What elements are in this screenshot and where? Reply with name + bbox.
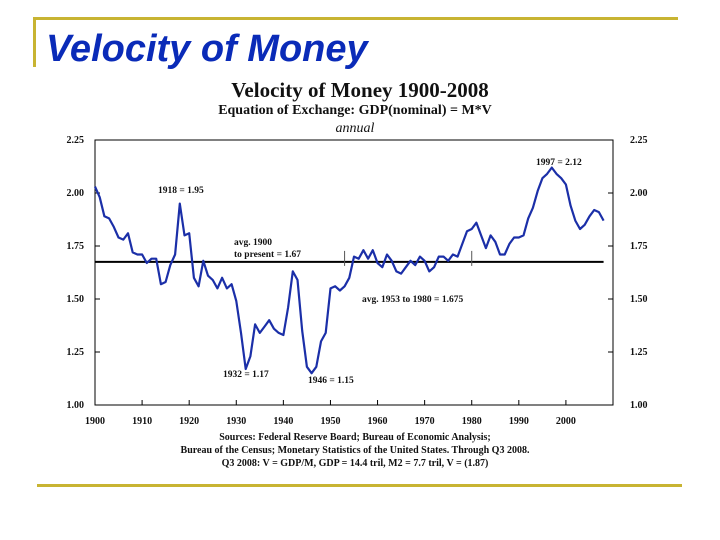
y-tick-label-right: 1.50	[630, 294, 648, 305]
y-tick-label-left: 1.00	[67, 400, 85, 411]
chart-annotation: to present = 1.67	[234, 250, 301, 260]
plot-area	[94, 139, 614, 406]
slide-frame-bottom	[37, 484, 682, 487]
x-tick-label: 1920	[179, 416, 199, 427]
y-tick-label-right: 1.75	[630, 241, 648, 252]
chart-annotation: 1932 = 1.17	[223, 370, 269, 380]
axes-group: 1.00 1.00 1.25 1.25 1.50 1.50 1.75 1.75 2.00 2.00…	[67, 135, 648, 427]
x-tick-label: 1970	[415, 416, 435, 427]
x-tick-label: 2000	[556, 416, 576, 427]
x-tick-label: 1910	[132, 416, 152, 427]
y-tick-label-left: 1.75	[67, 241, 85, 252]
x-tick-label: 1990	[509, 416, 529, 427]
y-tick-label-right: 2.00	[630, 188, 648, 199]
slide-frame-left	[33, 17, 36, 67]
chart-subtitle: Equation of Exchange: GDP(nominal) = M*V	[218, 103, 492, 118]
slide-title: Velocity of Money	[46, 28, 368, 70]
y-tick-label-right: 2.25	[630, 135, 648, 146]
notes-group: 1918 = 1.95 1932 = 1.17 1946 = 1.15 1997 = …	[158, 158, 582, 469]
y-tick-label-left: 2.00	[67, 188, 85, 199]
chart-annotation: 1946 = 1.15	[308, 376, 354, 386]
marks-group	[93, 166, 605, 375]
chart-annotation: 1997 = 2.12	[536, 158, 582, 168]
source-footnote: Sources: Federal Reserve Board; Bureau o…	[219, 432, 491, 443]
x-tick-label: 1930	[226, 416, 246, 427]
x-tick-label: 1940	[273, 416, 293, 427]
y-tick-label-left: 1.50	[67, 294, 85, 305]
source-footnote: Q3 2008: V = GDP/M, GDP = 14.4 tril, M2 …	[222, 458, 489, 469]
chart-subtitle-annual: annual	[336, 121, 375, 136]
x-tick-label: 1980	[462, 416, 482, 427]
slide-frame-top	[33, 17, 678, 20]
y-tick-label-left: 2.25	[67, 135, 85, 146]
x-tick-label: 1900	[85, 416, 105, 427]
velocity-series-line	[93, 166, 605, 375]
x-tick-label: 1950	[320, 416, 340, 427]
source-footnote: Bureau of the Census; Monetary Statistic…	[181, 445, 530, 456]
chart-annotation: 1918 = 1.95	[158, 186, 204, 196]
y-tick-label-right: 1.25	[630, 347, 648, 358]
chart-annotation: avg. 1900	[234, 238, 272, 248]
y-tick-label-left: 1.25	[67, 347, 85, 358]
y-tick-label-right: 1.00	[630, 400, 648, 411]
chart-title: Velocity of Money 1900-2008	[231, 78, 489, 102]
x-tick-label: 1960	[368, 416, 388, 427]
chart-annotation: avg. 1953 to 1980 = 1.675	[362, 295, 463, 305]
